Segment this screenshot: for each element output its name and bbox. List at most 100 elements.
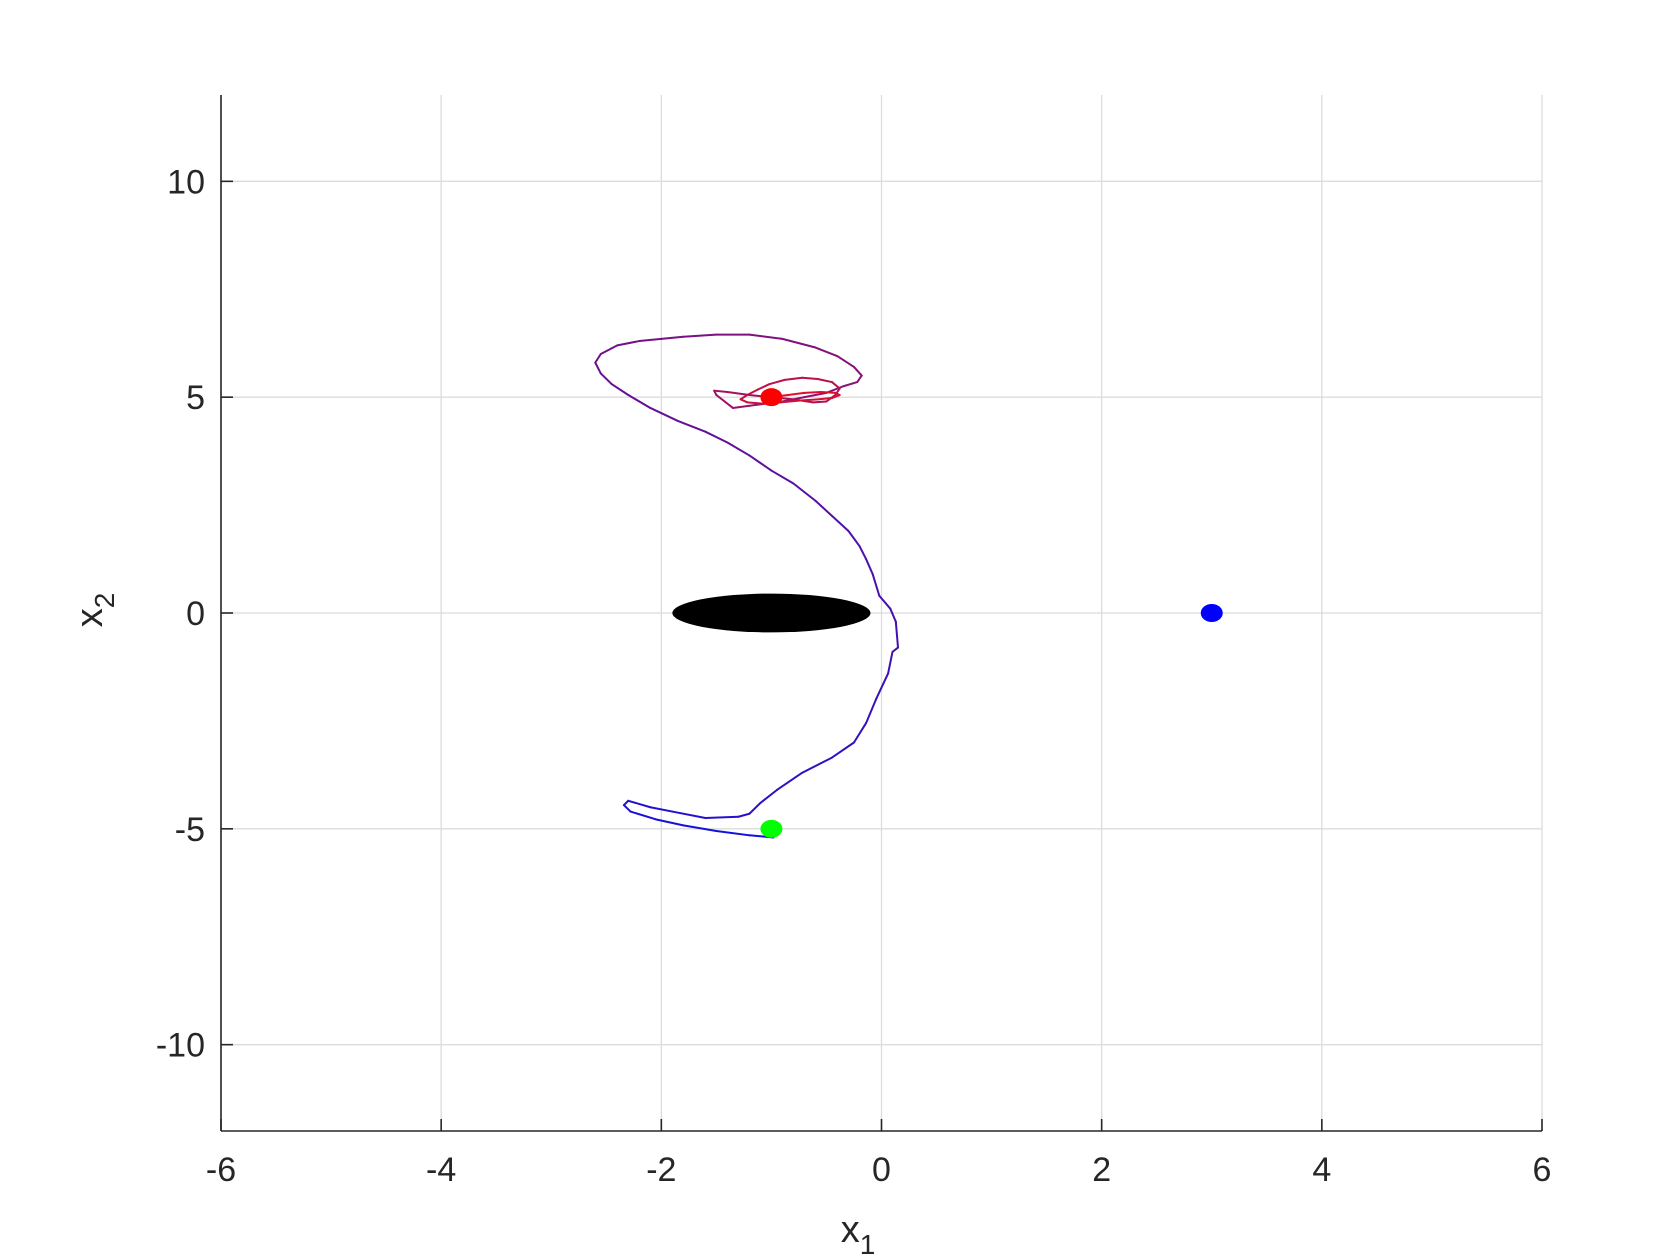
trajectory-segment <box>891 646 900 653</box>
trajectory-segment <box>726 390 751 397</box>
trajectory-segment <box>865 698 877 725</box>
trajectory-segment <box>865 558 874 576</box>
marker-start <box>760 819 783 838</box>
trajectory-segment <box>713 389 729 393</box>
trajectory-segment <box>871 573 881 597</box>
x-tick-label: -6 <box>206 1151 236 1189</box>
trajectory-segment <box>682 333 718 338</box>
trajectory-segment <box>726 441 751 457</box>
x-tick-label: -2 <box>646 1151 676 1189</box>
trajectory-segment <box>856 374 863 384</box>
trajectory-segment <box>783 376 804 381</box>
trajectory-segment <box>830 394 841 400</box>
trajectory-segment <box>682 824 718 832</box>
trajectory-segment <box>801 756 833 774</box>
y-tick-label: -10 <box>156 1027 205 1065</box>
x-axis-label-base: x <box>841 1209 860 1251</box>
trajectory-segment <box>830 381 841 390</box>
trajectory-segment <box>622 799 630 807</box>
trajectory-segment <box>759 788 778 804</box>
y-tick-label: 5 <box>186 379 205 417</box>
tick-labels: -6 -4 -2 0 2 4 6 -10 -5 0 5 10 <box>156 163 1552 1189</box>
trajectory-segment <box>768 378 786 386</box>
trajectory-segment <box>812 400 828 404</box>
trajectory-segment <box>704 815 740 820</box>
trajectory-segment <box>746 388 760 397</box>
marker-layer <box>760 388 1223 838</box>
trajectory-segment <box>594 361 602 375</box>
trajectory-segment <box>739 394 749 401</box>
trajectory-segment <box>819 390 837 394</box>
trajectory-segment <box>627 799 652 809</box>
trajectory-segment <box>627 394 652 409</box>
x-tick-label: 0 <box>872 1151 891 1189</box>
trajectory-segment <box>858 545 868 561</box>
trajectory-segment <box>830 741 855 759</box>
x-axis-label: x1 <box>841 1209 876 1260</box>
trajectory-segment <box>836 355 855 368</box>
trajectory-segment <box>803 390 822 394</box>
trajectory-segment <box>746 401 764 405</box>
trajectory-segment <box>816 378 833 384</box>
trajectory-segment <box>654 818 685 827</box>
trajectory-segment <box>676 419 707 433</box>
trajectory-segment <box>599 372 613 386</box>
trajectory-segment <box>629 810 657 821</box>
trajectory-segment <box>748 801 762 815</box>
trajectory-segment <box>622 804 632 813</box>
trajectory-segment <box>739 398 749 404</box>
trajectory-segment <box>814 346 839 358</box>
trajectory-segment <box>786 391 806 397</box>
x-tick-label: 2 <box>1092 1151 1111 1189</box>
x-tick-label: -4 <box>426 1151 456 1189</box>
trajectory-segment <box>779 399 800 404</box>
trajectory-segment <box>748 454 773 472</box>
trajectory-segment <box>599 344 619 355</box>
trajectory-segment <box>830 514 850 532</box>
trajectory-segment <box>649 406 679 422</box>
marker-other <box>1200 604 1223 622</box>
trajectory-segment <box>671 810 707 820</box>
trajectory-segment <box>803 391 828 399</box>
trajectory-segment <box>816 397 833 401</box>
trajectory-segment <box>887 650 894 675</box>
y-tick-label: -5 <box>175 811 205 849</box>
trajectory-segment <box>852 722 868 744</box>
trajectory-segment <box>748 333 784 340</box>
trajectory-segment <box>889 607 897 623</box>
trajectory-segment <box>616 340 641 347</box>
trajectory-segment <box>878 594 892 610</box>
y-axis-label-sub: 2 <box>89 593 120 609</box>
trajectory-segment <box>781 337 817 349</box>
trajectory-segment <box>801 376 819 381</box>
trajectory-segment <box>852 365 863 377</box>
grid-lines <box>220 95 1543 1131</box>
trajectory-segment <box>715 829 751 837</box>
trajectory-segment <box>737 812 751 818</box>
trajectory-segment <box>841 381 859 388</box>
trajectory-segment <box>775 771 804 791</box>
trajectory-segment <box>814 499 833 517</box>
trajectory-segment <box>894 620 900 649</box>
trajectory-segment <box>797 398 819 402</box>
obstacle-layer <box>672 593 871 633</box>
trajectory-segment <box>704 430 729 444</box>
trajectory-segment <box>715 394 734 409</box>
trajectory-segment <box>874 672 890 701</box>
axes <box>220 95 1543 1132</box>
trajectory-segment <box>757 383 771 391</box>
trajectory-segment <box>770 469 795 485</box>
trajectory-segment <box>594 353 602 364</box>
trajectory-segment <box>638 337 663 343</box>
trajectory-segment <box>660 335 685 340</box>
marker-goal <box>760 388 783 407</box>
trajectory-segment <box>731 404 751 409</box>
obstacle-ellipse <box>672 593 871 633</box>
trajectory-segment <box>792 482 817 502</box>
x-tick-label: 4 <box>1312 1151 1331 1189</box>
x-tick-label: 6 <box>1533 1151 1552 1189</box>
y-tick-label: 0 <box>186 595 205 633</box>
y-axis-label-base: x <box>69 608 111 627</box>
